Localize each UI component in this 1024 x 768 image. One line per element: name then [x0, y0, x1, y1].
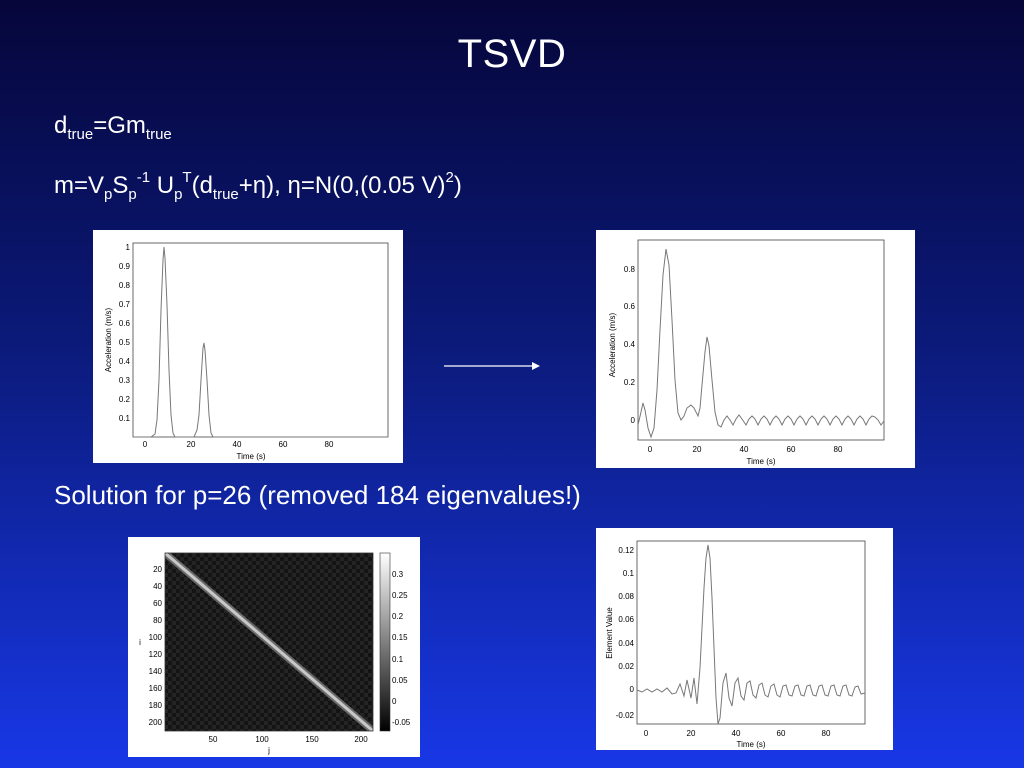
ytick: 140 — [149, 667, 163, 676]
xtick: 40 — [233, 440, 242, 449]
y-axis-label: i — [139, 638, 141, 647]
x-axis-label: Time (s) — [746, 457, 775, 466]
x-axis-label: Time (s) — [236, 452, 265, 461]
colorbar-tick: 0.1 — [392, 655, 404, 664]
xtick: 0 — [648, 445, 653, 454]
ytick: 0.3 — [119, 376, 131, 385]
xtick: 40 — [732, 729, 741, 738]
ytick: 0.6 — [119, 319, 131, 328]
ytick: 0.12 — [618, 546, 634, 555]
colorbar-tick: -0.05 — [392, 718, 411, 727]
ytick: 0.8 — [624, 265, 636, 274]
ytick: 0.02 — [618, 662, 634, 671]
xtick: 80 — [822, 729, 831, 738]
xtick: 0 — [143, 440, 148, 449]
element-value-curve — [636, 544, 866, 725]
slide-title: TSVD — [457, 32, 567, 76]
xtick: 20 — [693, 445, 702, 454]
colorbar-tick: 0 — [392, 697, 397, 706]
xtick: 60 — [787, 445, 796, 454]
ytick: 0.2 — [119, 395, 131, 404]
ytick: 180 — [149, 701, 163, 710]
xtick: 20 — [187, 440, 196, 449]
xtick: 200 — [354, 735, 368, 744]
xtick: 60 — [777, 729, 786, 738]
arrow-right-icon — [444, 362, 540, 370]
x-axis-label: Time (s) — [736, 740, 765, 749]
ytick: 100 — [149, 633, 163, 642]
ytick: 40 — [153, 582, 162, 591]
acceleration-curve — [637, 248, 885, 439]
ytick: 80 — [153, 616, 162, 625]
xtick: 60 — [279, 440, 288, 449]
ytick: 0.4 — [624, 340, 636, 349]
y-axis-label: Acceleration (m/s) — [608, 312, 617, 377]
colorbar-tick: 0.15 — [392, 633, 408, 642]
xtick: 80 — [325, 440, 334, 449]
ytick: 200 — [149, 718, 163, 727]
ytick: 0.06 — [618, 615, 634, 624]
ytick: -0.02 — [616, 711, 635, 720]
ytick: 0.9 — [119, 262, 131, 271]
y-axis-label: Element Value — [605, 607, 614, 659]
equation-forward-model: dtrue=Gmtrue — [54, 112, 172, 143]
resolution-matrix-plot: 20 40 60 80 100 120 140 160 180 200 50 1… — [128, 537, 420, 757]
xtick: 40 — [740, 445, 749, 454]
ytick: 0.1 — [623, 569, 635, 578]
xtick: 0 — [644, 729, 649, 738]
equation-tsvd-solution: m=VpSp-1 UpT(dtrue+η), η=N(0,(0.05 V)2) — [54, 169, 462, 203]
xtick: 50 — [209, 735, 218, 744]
colorbar-tick: 0.05 — [392, 676, 408, 685]
xtick: 20 — [687, 729, 696, 738]
ytick: 0.6 — [624, 302, 636, 311]
xtick: 100 — [255, 735, 269, 744]
ytick: 0.5 — [119, 338, 131, 347]
ytick: 0 — [631, 416, 636, 425]
colorbar-tick: 0.2 — [392, 612, 404, 621]
ytick: 1 — [126, 243, 131, 252]
ytick: 0.2 — [624, 378, 636, 387]
true-model-plot: 0.1 0.2 0.3 0.4 0.5 0.6 0.7 0.8 0.9 1 0 … — [93, 230, 403, 463]
ytick: 20 — [153, 565, 162, 574]
colorbar-tick: 0.3 — [392, 570, 404, 579]
colorbar-tick: 0.25 — [392, 591, 408, 600]
recovered-model-plot: 0 0.2 0.4 0.6 0.8 0 20 40 60 80 Time (s)… — [596, 230, 915, 468]
ytick: 0.04 — [618, 639, 634, 648]
solution-caption: Solution for p=26 (removed 184 eigenvalu… — [54, 480, 581, 510]
ytick: 60 — [153, 599, 162, 608]
ytick: 0.7 — [119, 300, 131, 309]
xtick: 150 — [305, 735, 319, 744]
ytick: 120 — [149, 650, 163, 659]
acceleration-curve — [133, 246, 388, 438]
ytick: 160 — [149, 684, 163, 693]
ytick: 0.4 — [119, 357, 131, 366]
resolution-row-plot: 0.12 0.1 0.08 0.06 0.04 0.02 0 -0.02 0 2… — [596, 528, 893, 750]
ytick: 0.1 — [119, 414, 131, 423]
ytick: 0 — [630, 685, 635, 694]
colorbar — [379, 552, 391, 732]
ytick: 0.08 — [618, 592, 634, 601]
xtick: 80 — [834, 445, 843, 454]
x-axis-label: j — [267, 746, 270, 755]
ytick: 0.8 — [119, 281, 131, 290]
y-axis-label: Acceleration (m/s) — [104, 307, 113, 372]
